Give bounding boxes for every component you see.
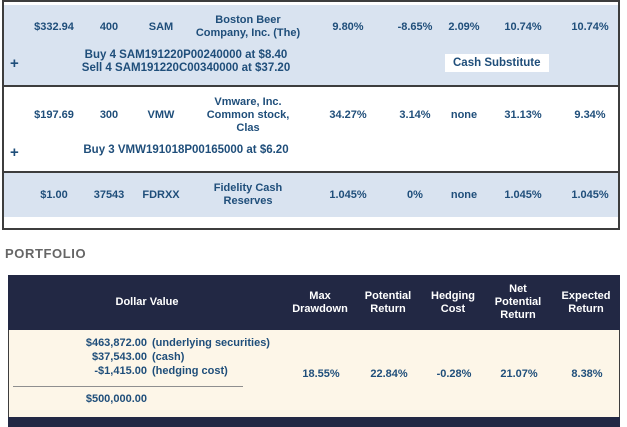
holding-name-line: Vmware, Inc. — [214, 95, 282, 108]
portfolio-table: Dollar Value Max Drawdown Potential Retu… — [8, 275, 620, 417]
dollar-line-hedging-cost: -$1,415.00 (hedging cost) — [13, 364, 287, 378]
holding-name: Fidelity Cash Reserves — [186, 182, 310, 208]
col-header-net-potential-return: Net Potential Return — [494, 283, 542, 321]
col-header-potential-return: Potential Return — [364, 289, 412, 315]
dollar-line-cash: $37,543.00 (cash) — [13, 350, 287, 364]
sum-divider-line — [13, 386, 243, 387]
col-header-max-drawdown: Max Drawdown — [292, 289, 348, 315]
holding-price: $332.94 — [34, 21, 74, 33]
label-cash: (cash) — [152, 351, 185, 363]
holding-name: Boston Beer Company, Inc. (The) — [186, 14, 310, 40]
hedge-orders: Buy 4 SAM191220P00240000 at $8.40 Sell 4… — [28, 49, 344, 75]
holding-max-drawdown: 1.045% — [329, 189, 367, 201]
holding-quantity: 37543 — [93, 189, 125, 201]
holding-expected-return: 1.045% — [571, 189, 609, 201]
portfolio-hedging-cost: -0.28% — [436, 367, 472, 380]
holding-row-fdrxx: $1.00 37543 FDRXX Fidelity Cash Reserves… — [4, 173, 618, 217]
holding-name-line: Fidelity Cash — [213, 182, 283, 194]
holding-max-drawdown: 9.80% — [332, 21, 364, 33]
portfolio-summary-row: $463,872.00 (underlying securities) $37,… — [8, 330, 620, 417]
holding-name-line: Company, Inc. (The) — [195, 27, 301, 39]
holding-hedge-line: + Buy 3 VMW191018P00165000 at $6.20 — [4, 141, 618, 171]
amount-underlying: $463,872.00 — [85, 337, 147, 349]
holding-name-line: Common stock, — [206, 108, 290, 121]
holding-expected-return: 9.34% — [574, 109, 606, 121]
holding-hedging-cost: none — [450, 109, 478, 121]
holding-main-line: $1.00 37543 FDRXX Fidelity Cash Reserves… — [4, 173, 618, 217]
holding-quantity: 400 — [99, 21, 119, 33]
expand-plus-icon[interactable]: + — [10, 55, 19, 72]
col-header-expected-return: Expected Return — [561, 289, 611, 315]
dollar-line-underlying: $463,872.00 (underlying securities) — [13, 336, 287, 350]
holding-net-potential-return: 1.045% — [504, 189, 542, 201]
holding-price: $1.00 — [40, 189, 68, 201]
holdings-table: $332.94 400 SAM Boston Beer Company, Inc… — [2, 0, 620, 230]
holding-quantity: 300 — [99, 109, 119, 121]
holding-hedging-cost: 2.09% — [448, 21, 480, 33]
holding-main-line: $332.94 400 SAM Boston Beer Company, Inc… — [4, 5, 618, 47]
holding-net-potential-return: 31.13% — [504, 109, 542, 121]
holding-name: Vmware, Inc. Common stock, Clas — [186, 96, 310, 135]
next-section-header-partial — [8, 417, 620, 427]
holding-name-line: Clas — [236, 121, 260, 134]
portfolio-potential-return: 22.84% — [370, 367, 408, 380]
dollar-value-breakdown: $463,872.00 (underlying securities) $37,… — [9, 330, 287, 405]
holding-name-line: Reserves — [223, 195, 273, 207]
amount-hedging-cost: -$1,415.00 — [94, 365, 147, 377]
holding-row-vmw: $197.69 300 VMW Vmware, Inc. Common stoc… — [4, 87, 618, 173]
amount-cash: $37,543.00 — [91, 351, 147, 363]
holding-symbol: FDRXX — [142, 189, 180, 201]
portfolio-total-value: $500,000.00 — [85, 393, 147, 405]
holding-potential-return: 3.14% — [399, 109, 431, 121]
portfolio-net-potential-return: 21.07% — [500, 367, 538, 380]
holding-hedging-cost: none — [450, 189, 478, 201]
hedge-order: Buy 3 VMW191018P00165000 at $6.20 — [83, 144, 289, 156]
portfolio-expected-return: 8.38% — [571, 367, 603, 380]
expand-plus-icon[interactable]: + — [10, 144, 19, 161]
holding-price: $197.69 — [34, 109, 74, 121]
holding-symbol: SAM — [148, 21, 174, 33]
holding-potential-return: -8.65% — [397, 21, 433, 33]
holding-symbol: VMW — [147, 109, 175, 121]
holding-main-line: $197.69 300 VMW Vmware, Inc. Common stoc… — [4, 87, 618, 141]
portfolio-section-heading: PORTFOLIO — [5, 246, 87, 261]
holding-potential-return: 0% — [407, 189, 423, 201]
holding-max-drawdown: 34.27% — [329, 109, 367, 121]
label-underlying: (underlying securities) — [152, 337, 270, 349]
col-header-dollar-value: Dollar Value — [115, 296, 179, 308]
col-header-hedging-cost: Hedging Cost — [431, 289, 475, 315]
portfolio-header-row: Dollar Value Max Drawdown Potential Retu… — [8, 275, 620, 330]
portfolio-max-drawdown: 18.55% — [302, 367, 340, 380]
hedge-order: Sell 4 SAM191220C00340000 at $37.20 — [81, 62, 291, 74]
cash-substitute-badge: Cash Substitute — [445, 54, 549, 72]
holding-name-line: Boston Beer — [215, 14, 281, 26]
holding-hedge-line: + Buy 4 SAM191220P00240000 at $8.40 Sell… — [4, 47, 618, 85]
label-hedging-cost: (hedging cost) — [152, 365, 228, 377]
holding-net-potential-return: 10.74% — [504, 21, 542, 33]
holding-expected-return: 10.74% — [571, 21, 609, 33]
hedge-orders: Buy 3 VMW191018P00165000 at $6.20 — [28, 144, 344, 157]
hedge-order: Buy 4 SAM191220P00240000 at $8.40 — [84, 49, 288, 61]
holding-row-sam: $332.94 400 SAM Boston Beer Company, Inc… — [4, 5, 618, 87]
table-top-strip — [4, 2, 618, 5]
